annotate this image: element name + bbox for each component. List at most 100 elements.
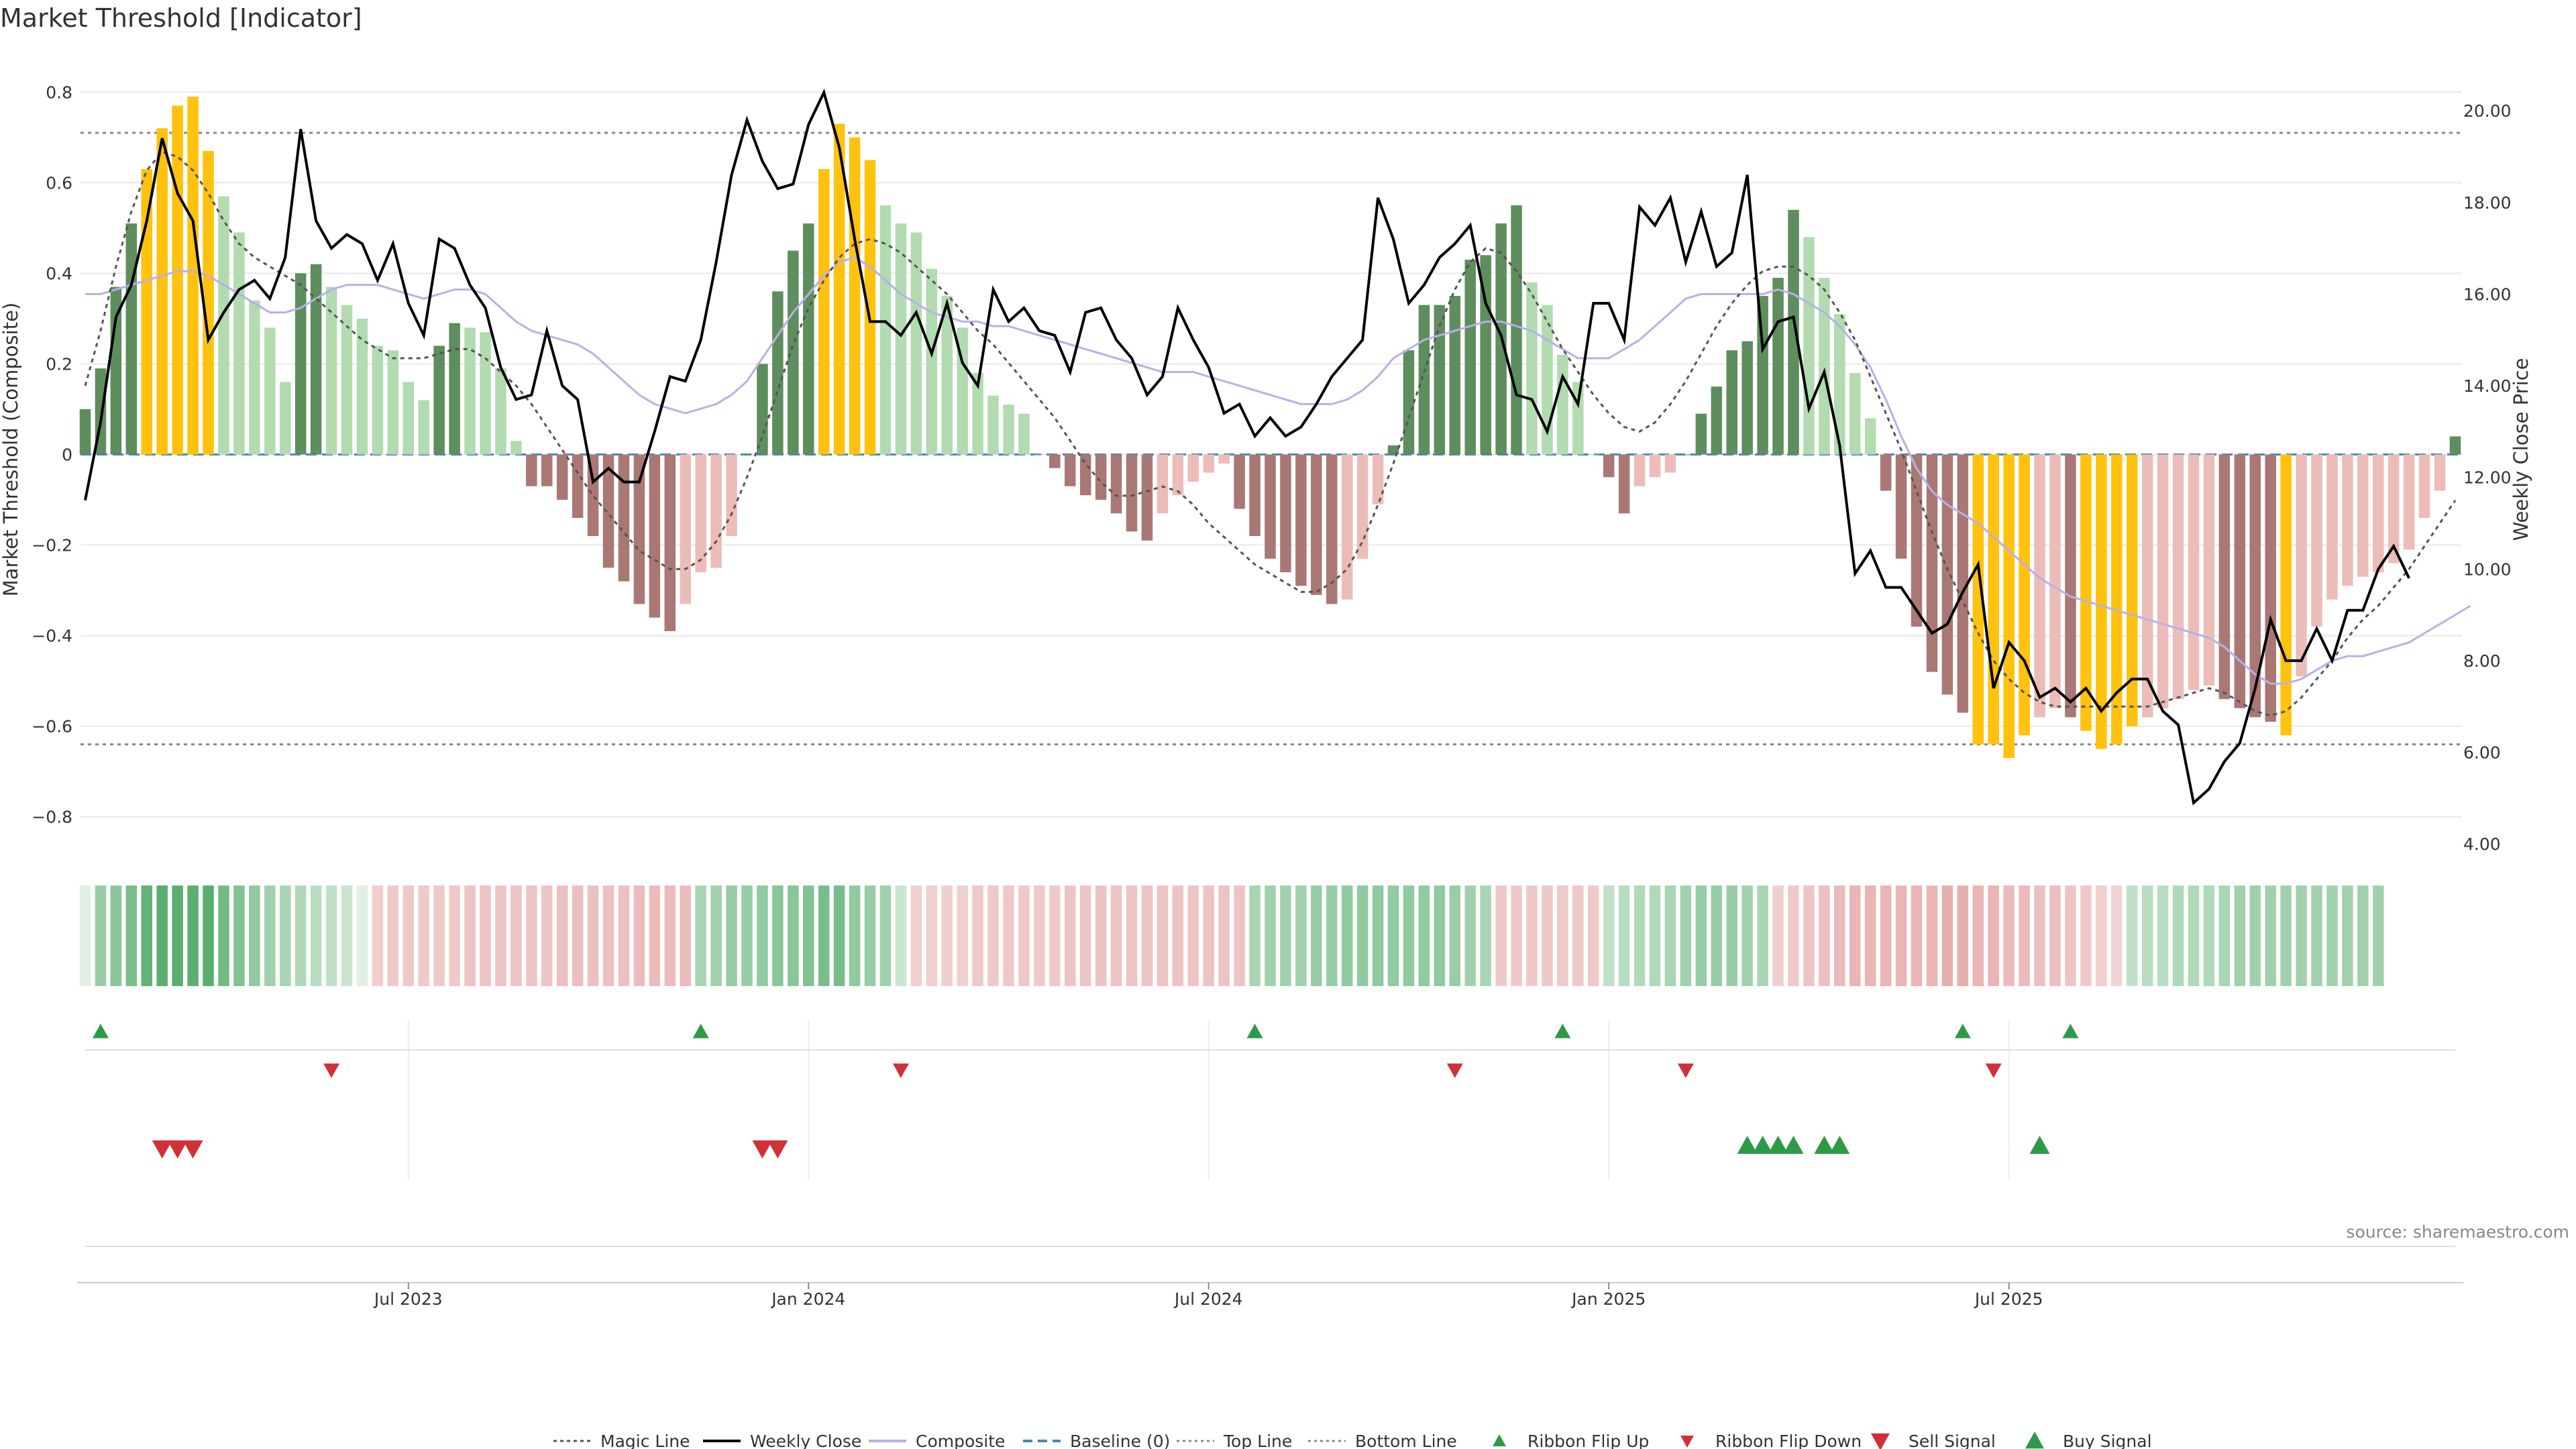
right-tick-label: 4.00 [2463, 835, 2501, 854]
composite-bar [1126, 454, 1138, 532]
price-lines [84, 89, 2471, 806]
composite-bar [2387, 454, 2400, 564]
legend-item: Top Line [1177, 1432, 1292, 1449]
composite-bar [1172, 454, 1184, 496]
ribbon-cell [1280, 885, 1291, 986]
right-tick-label: 12.00 [2463, 468, 2512, 488]
ribbon-cell [2326, 885, 2338, 986]
composite-bar [1911, 454, 1923, 627]
ribbon-cell [294, 885, 307, 986]
ribbon-cell [1449, 885, 1461, 986]
buy-signal-marker [1768, 1136, 1788, 1154]
composite-bar [1741, 341, 1753, 455]
ribbon-cell [1495, 885, 1507, 986]
composite-bars [79, 97, 2461, 758]
composite-bar [125, 223, 138, 455]
ribbon-cell [2172, 885, 2184, 986]
composite-bar [2003, 454, 2015, 758]
ribbon-cell [987, 885, 999, 986]
legend-label: Ribbon Flip Up [1527, 1432, 1649, 1449]
ribbon-cell [1711, 885, 1723, 986]
composite-bar [1711, 386, 1723, 455]
composite-bar [2111, 454, 2123, 745]
x-axis-ticks: Jul 2023 Jan 2024 Jul 2024 Jan 2025 Jul 2025 [373, 1283, 2043, 1309]
composite-bar [1434, 305, 1446, 455]
ribbon-cell [1849, 885, 1861, 986]
ribbon-cell [957, 885, 968, 986]
ribbon-cell [972, 885, 983, 986]
composite-bar [480, 332, 491, 455]
composite-bar [1265, 454, 1276, 559]
right-axis-ticks: 20.00 18.00 16.00 14.00 12.00 10.00 8.00 6.00 4.… [2463, 101, 2512, 854]
ribbon-flip-up-marker [1554, 1024, 1571, 1038]
ribbon-cell [1788, 885, 1799, 986]
composite-bar [2080, 454, 2092, 731]
composite-bar [2218, 454, 2231, 700]
composite-bar [788, 250, 799, 455]
composite-bar [1849, 372, 1861, 455]
ribbon-cell [910, 885, 922, 986]
legend-label: Composite [916, 1432, 1005, 1449]
ribbon-cell [757, 885, 768, 986]
composite-bar [726, 454, 737, 537]
composite-bar [541, 454, 553, 486]
legend-item: Weekly Close [703, 1432, 861, 1449]
ribbon-cell [1895, 885, 1907, 986]
ribbon-cell [1819, 885, 1830, 986]
composite-bar [1834, 314, 1845, 455]
composite-bar [833, 123, 845, 455]
ribbon-cell [1664, 885, 1676, 986]
x-tick-label: Jul 2024 [1173, 1289, 1243, 1309]
ribbon-cell [526, 885, 537, 986]
composite-bar [633, 454, 645, 604]
ribbon-cell [1311, 885, 1322, 986]
legend-item: Bottom Line [1308, 1432, 1457, 1449]
left-tick-label: −0.4 [32, 627, 72, 646]
ribbon-cell [2126, 885, 2138, 986]
composite-bar [572, 454, 584, 519]
ribbon-cell [772, 885, 784, 986]
composite-bar [2034, 454, 2045, 718]
ribbon-cell [1480, 885, 1491, 986]
legend-item: Magic Line [553, 1432, 690, 1449]
ribbon-cell [695, 885, 706, 986]
ribbon-cell [372, 885, 384, 986]
composite-bar [172, 105, 183, 455]
ribbon-cell [788, 885, 799, 986]
legend-item: Ribbon Flip Down [1680, 1432, 1862, 1449]
composite-bar [1941, 454, 1953, 695]
ribbon-cell [95, 885, 107, 986]
ribbon-flip-down-marker [1677, 1063, 1694, 1078]
ribbon-cell [1018, 885, 1030, 986]
composite-bar [1664, 454, 1676, 473]
ribbon-cell [218, 885, 229, 986]
ribbon-cell [125, 885, 138, 986]
legend-item: Baseline (0) [1023, 1432, 1170, 1449]
composite-bar [1633, 454, 1646, 486]
composite-bar [2403, 454, 2415, 550]
signal-panels [77, 1020, 2463, 1283]
composite-bar [649, 454, 661, 618]
ribbon-cell [1249, 885, 1260, 986]
chart-title: Market Threshold [Indicator] [0, 3, 362, 33]
composite-bar [1187, 454, 1199, 482]
left-tick-label: 0.4 [46, 264, 72, 283]
ribbon-cell [1234, 885, 1245, 986]
ribbon-cell [741, 885, 753, 986]
composite-bar [1464, 260, 1476, 455]
ribbon-cell [1341, 885, 1353, 986]
sell-signal-marker [752, 1140, 773, 1159]
ribbon-cell [233, 885, 245, 986]
ribbon-cell [895, 885, 907, 986]
ribbon-cell [1403, 885, 1415, 986]
composite-bar [1926, 454, 1938, 672]
ribbon-cell [1803, 885, 1815, 986]
composite-bar [1065, 454, 1076, 486]
ribbon-cell [1003, 885, 1014, 986]
ribbon-cell [2249, 885, 2261, 986]
composite-bar [1480, 255, 1491, 455]
sell-signal-marker [767, 1140, 788, 1159]
composite-bar [695, 454, 706, 573]
composite-bar [495, 368, 506, 455]
